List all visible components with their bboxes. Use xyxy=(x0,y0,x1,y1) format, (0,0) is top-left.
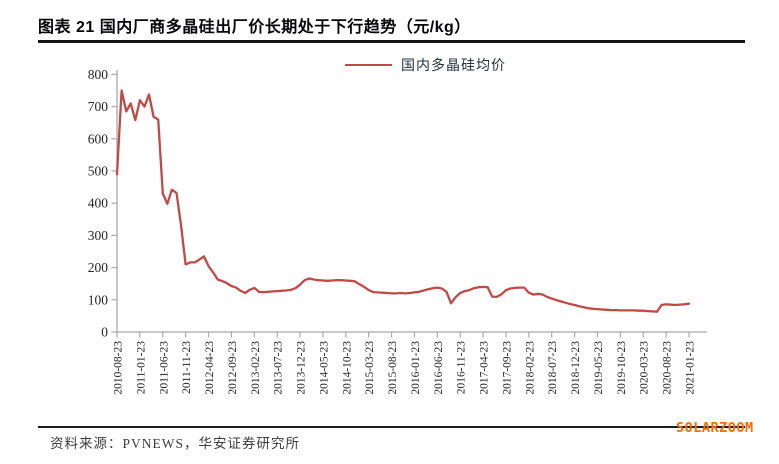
x-tick-label: 2013-12-23 xyxy=(296,341,308,395)
x-tick-label: 2014-10-23 xyxy=(341,341,353,395)
y-tick-label: 300 xyxy=(88,228,109,243)
x-tick-label: 2017-04-23 xyxy=(479,341,491,395)
x-tick-label: 2016-01-23 xyxy=(410,341,422,395)
y-tick-label: 700 xyxy=(88,99,109,114)
y-tick-label: 800 xyxy=(88,67,109,82)
legend-line-swatch xyxy=(345,63,392,67)
x-tick-label: 2016-06-23 xyxy=(433,341,445,395)
x-tick-label: 2018-02-23 xyxy=(524,341,536,395)
y-tick-label: 0 xyxy=(101,325,108,340)
title-rule xyxy=(38,40,745,43)
x-tick-label: 2011-11-23 xyxy=(181,341,193,394)
x-tick-label: 2017-09-23 xyxy=(501,341,513,395)
x-tick-label: 2011-01-23 xyxy=(135,341,147,394)
legend-label: 国内多晶硅均价 xyxy=(401,59,506,74)
footer-rule xyxy=(38,426,745,428)
x-tick-label: 2018-12-23 xyxy=(570,341,582,395)
x-tick-label: 2016-11-23 xyxy=(456,341,468,394)
x-tick-label: 2013-02-23 xyxy=(250,341,262,395)
y-tick-label: 500 xyxy=(88,164,109,179)
x-tick-label: 2015-03-23 xyxy=(364,341,376,395)
chart-legend: 国内多晶硅均价 xyxy=(345,55,506,75)
x-tick-label: 2020-03-23 xyxy=(639,341,651,395)
x-tick-label: 2019-10-23 xyxy=(616,341,628,395)
x-tick-label: 2012-04-23 xyxy=(204,341,216,395)
page-title: 图表 21 国内厂商多晶硅出厂价长期处于下行趋势（元/kg） xyxy=(38,19,471,36)
x-tick-label: 2013-07-23 xyxy=(273,341,285,395)
x-tick-label: 2021-01-23 xyxy=(685,341,697,395)
source-text: 资料来源：PVNEWS，华安证券研究所 xyxy=(50,436,301,451)
x-tick-label: 2015-08-23 xyxy=(387,341,399,395)
x-tick-label: 2014-05-23 xyxy=(318,341,330,395)
y-tick-label: 600 xyxy=(88,131,109,146)
y-tick-label: 400 xyxy=(88,196,109,211)
price-line xyxy=(115,89,691,313)
x-tick-label: 2011-06-23 xyxy=(158,341,170,394)
x-tick-label: 2010-08-23 xyxy=(113,341,125,395)
x-tick-label: 2018-07-23 xyxy=(547,341,559,395)
x-tick-label: 2019-05-23 xyxy=(593,341,605,395)
y-tick-label: 100 xyxy=(88,292,109,307)
solarzoom-watermark: SOLARZOOM xyxy=(676,420,754,436)
x-tick-label: 2012-09-23 xyxy=(227,341,239,395)
x-tick-label: 2020-08-23 xyxy=(662,341,674,395)
y-tick-label: 200 xyxy=(88,260,109,275)
